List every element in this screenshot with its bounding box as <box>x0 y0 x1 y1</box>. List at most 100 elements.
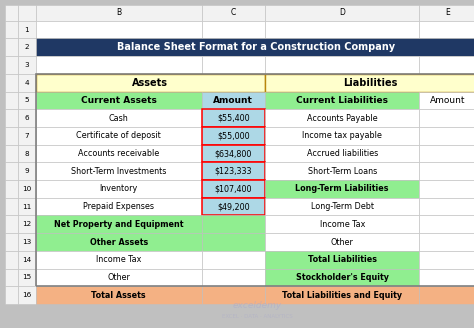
Text: $55,000: $55,000 <box>217 131 250 140</box>
Text: Prepaid Expenses: Prepaid Expenses <box>83 202 154 211</box>
Text: 9: 9 <box>24 168 29 174</box>
Bar <box>202 92 265 109</box>
Text: 11: 11 <box>22 204 31 210</box>
Bar <box>36 215 202 233</box>
Text: $55,400: $55,400 <box>217 113 250 123</box>
Bar <box>202 215 265 233</box>
Bar <box>202 198 265 215</box>
Bar <box>202 56 265 74</box>
Bar <box>265 5 419 21</box>
Bar <box>5 162 18 180</box>
Bar <box>202 145 265 162</box>
Bar <box>18 162 36 180</box>
Bar <box>419 286 474 304</box>
Bar <box>36 286 202 304</box>
Bar <box>419 21 474 38</box>
Bar <box>202 233 265 251</box>
Bar <box>5 92 18 109</box>
Bar <box>202 21 265 38</box>
Bar <box>265 162 419 180</box>
Bar <box>419 127 474 145</box>
Text: 2: 2 <box>24 44 29 50</box>
Bar <box>18 5 36 21</box>
Text: Net Property and Equipment: Net Property and Equipment <box>54 220 183 229</box>
Text: Income Tax: Income Tax <box>319 220 365 229</box>
Bar <box>202 127 265 145</box>
Bar <box>202 269 265 286</box>
Text: Total Liabilities: Total Liabilities <box>308 255 377 264</box>
Bar <box>18 127 36 145</box>
Bar <box>36 74 265 92</box>
Bar <box>18 38 36 56</box>
Bar <box>265 269 419 286</box>
Text: Total Assets: Total Assets <box>91 291 146 300</box>
Text: $634,800: $634,800 <box>215 149 252 158</box>
Bar <box>36 38 474 56</box>
Bar <box>5 215 18 233</box>
Bar <box>419 269 474 286</box>
Bar <box>18 198 36 215</box>
Text: Certificate of deposit: Certificate of deposit <box>76 131 161 140</box>
Text: Assets: Assets <box>132 78 168 88</box>
Text: $49,200: $49,200 <box>217 202 250 211</box>
Bar <box>36 198 202 215</box>
Bar <box>36 180 202 198</box>
Bar <box>202 251 265 269</box>
Text: D: D <box>339 8 345 17</box>
Bar <box>202 127 265 145</box>
Bar <box>265 251 419 269</box>
Text: C: C <box>231 8 236 17</box>
Text: Inventory: Inventory <box>100 184 138 194</box>
Bar <box>202 286 265 304</box>
Text: 15: 15 <box>22 275 31 280</box>
Bar <box>5 127 18 145</box>
Bar <box>202 162 265 180</box>
Bar <box>419 5 474 21</box>
Text: 7: 7 <box>24 133 29 139</box>
Bar <box>5 286 18 304</box>
Bar <box>36 109 202 127</box>
Bar <box>265 286 419 304</box>
Bar <box>36 5 202 21</box>
Text: Accounts receivable: Accounts receivable <box>78 149 159 158</box>
Bar <box>18 21 36 38</box>
Bar <box>36 74 474 286</box>
Bar <box>5 251 18 269</box>
Bar <box>265 74 474 92</box>
Bar <box>419 198 474 215</box>
Bar <box>265 109 419 127</box>
Bar <box>36 56 202 74</box>
Text: Short-Term Investments: Short-Term Investments <box>71 167 166 176</box>
Bar <box>265 233 419 251</box>
Bar <box>419 162 474 180</box>
Bar <box>265 21 419 38</box>
Bar <box>18 180 36 198</box>
Bar <box>18 251 36 269</box>
Bar <box>36 251 202 269</box>
Text: 13: 13 <box>22 239 31 245</box>
Bar <box>18 233 36 251</box>
Bar <box>419 92 474 109</box>
Text: exceldemy: exceldemy <box>233 300 282 310</box>
Text: Long-Term Debt: Long-Term Debt <box>310 202 374 211</box>
Text: 4: 4 <box>24 80 29 86</box>
Text: Income Tax: Income Tax <box>96 255 141 264</box>
Bar <box>419 56 474 74</box>
Text: $107,400: $107,400 <box>215 184 252 194</box>
Bar <box>202 109 265 127</box>
Bar <box>202 109 265 127</box>
Text: 12: 12 <box>22 221 31 227</box>
Bar <box>18 145 36 162</box>
Bar <box>5 269 18 286</box>
Text: 8: 8 <box>24 151 29 156</box>
Bar <box>18 92 36 109</box>
Text: Income tax payable: Income tax payable <box>302 131 382 140</box>
Text: Balance Sheet Format for a Construction Company: Balance Sheet Format for a Construction … <box>117 42 395 52</box>
Bar <box>202 180 265 198</box>
Bar <box>36 162 202 180</box>
Bar <box>18 215 36 233</box>
Text: 1: 1 <box>24 27 29 32</box>
Bar <box>419 145 474 162</box>
Bar <box>202 180 265 198</box>
Bar <box>18 286 36 304</box>
